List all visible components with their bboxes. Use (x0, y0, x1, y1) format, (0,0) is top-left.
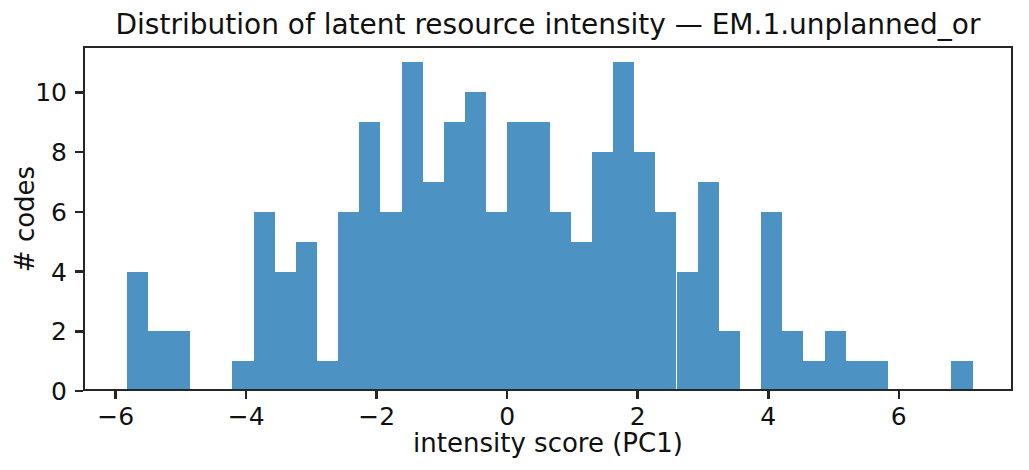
y-tick-label: 8 (51, 140, 67, 165)
y-tick-label: 0 (51, 379, 67, 404)
histogram-bar (423, 182, 444, 391)
x-tick-mark (636, 391, 639, 399)
x-tick-mark (245, 391, 248, 399)
chart-title: Distribution of latent resource intensit… (83, 11, 1013, 39)
x-tick-mark (375, 391, 378, 399)
histogram-bar (803, 361, 824, 391)
x-tick-label: −6 (97, 404, 134, 429)
x-tick-label: −4 (228, 404, 265, 429)
histogram-bar (719, 331, 740, 391)
y-axis-label: # codes (12, 166, 38, 272)
histogram-bar (380, 212, 401, 391)
y-tick-label: 6 (51, 199, 67, 224)
x-tick-mark (767, 391, 770, 399)
histogram-bar (634, 152, 655, 391)
y-tick-label: 2 (51, 319, 67, 344)
histogram-bar (232, 361, 253, 391)
x-tick-label: 0 (499, 404, 515, 429)
histogram-bar (846, 361, 867, 391)
histogram-bar (317, 361, 338, 391)
histogram-bar (613, 62, 634, 391)
histogram-bar (571, 242, 592, 391)
y-tick-mark (75, 151, 83, 154)
histogram-bar (698, 182, 719, 391)
histogram-bar (359, 122, 380, 391)
histogram-bar (169, 331, 190, 391)
x-axis-label: intensity score (PC1) (83, 430, 1013, 456)
histogram-bar (127, 272, 148, 391)
histogram-bar (550, 212, 571, 391)
histogram-bar (867, 361, 888, 391)
histogram-bar (465, 92, 486, 391)
plot-area (83, 46, 1013, 391)
histogram-bar (761, 212, 782, 391)
histogram-bar (507, 122, 528, 391)
histogram-bar (486, 212, 507, 391)
histogram-bar (254, 212, 275, 391)
x-tick-label: 2 (630, 404, 646, 429)
histogram-bar (275, 272, 296, 391)
x-tick-label: 6 (891, 404, 907, 429)
histogram-bar (655, 212, 676, 391)
histogram-bar (338, 212, 359, 391)
y-tick-mark (75, 91, 83, 94)
y-tick-label: 10 (35, 80, 67, 105)
x-tick-label: 4 (760, 404, 776, 429)
histogram-figure: Distribution of latent resource intensit… (0, 0, 1029, 470)
histogram-bar (528, 122, 549, 391)
y-tick-mark (75, 390, 83, 393)
histogram-bar (951, 361, 972, 391)
y-tick-mark (75, 330, 83, 333)
y-tick-mark (75, 270, 83, 273)
y-tick-mark (75, 211, 83, 214)
histogram-bar (592, 152, 613, 391)
y-tick-label: 4 (51, 259, 67, 284)
x-tick-label: −2 (358, 404, 395, 429)
histogram-bar (677, 272, 698, 391)
histogram-bar (402, 62, 423, 391)
histogram-bar (296, 242, 317, 391)
x-tick-mark (506, 391, 509, 399)
histogram-bar (825, 331, 846, 391)
histogram-bar (782, 331, 803, 391)
x-tick-mark (114, 391, 117, 399)
histogram-bar (444, 122, 465, 391)
histogram-bar (148, 331, 169, 391)
x-tick-mark (898, 391, 901, 399)
